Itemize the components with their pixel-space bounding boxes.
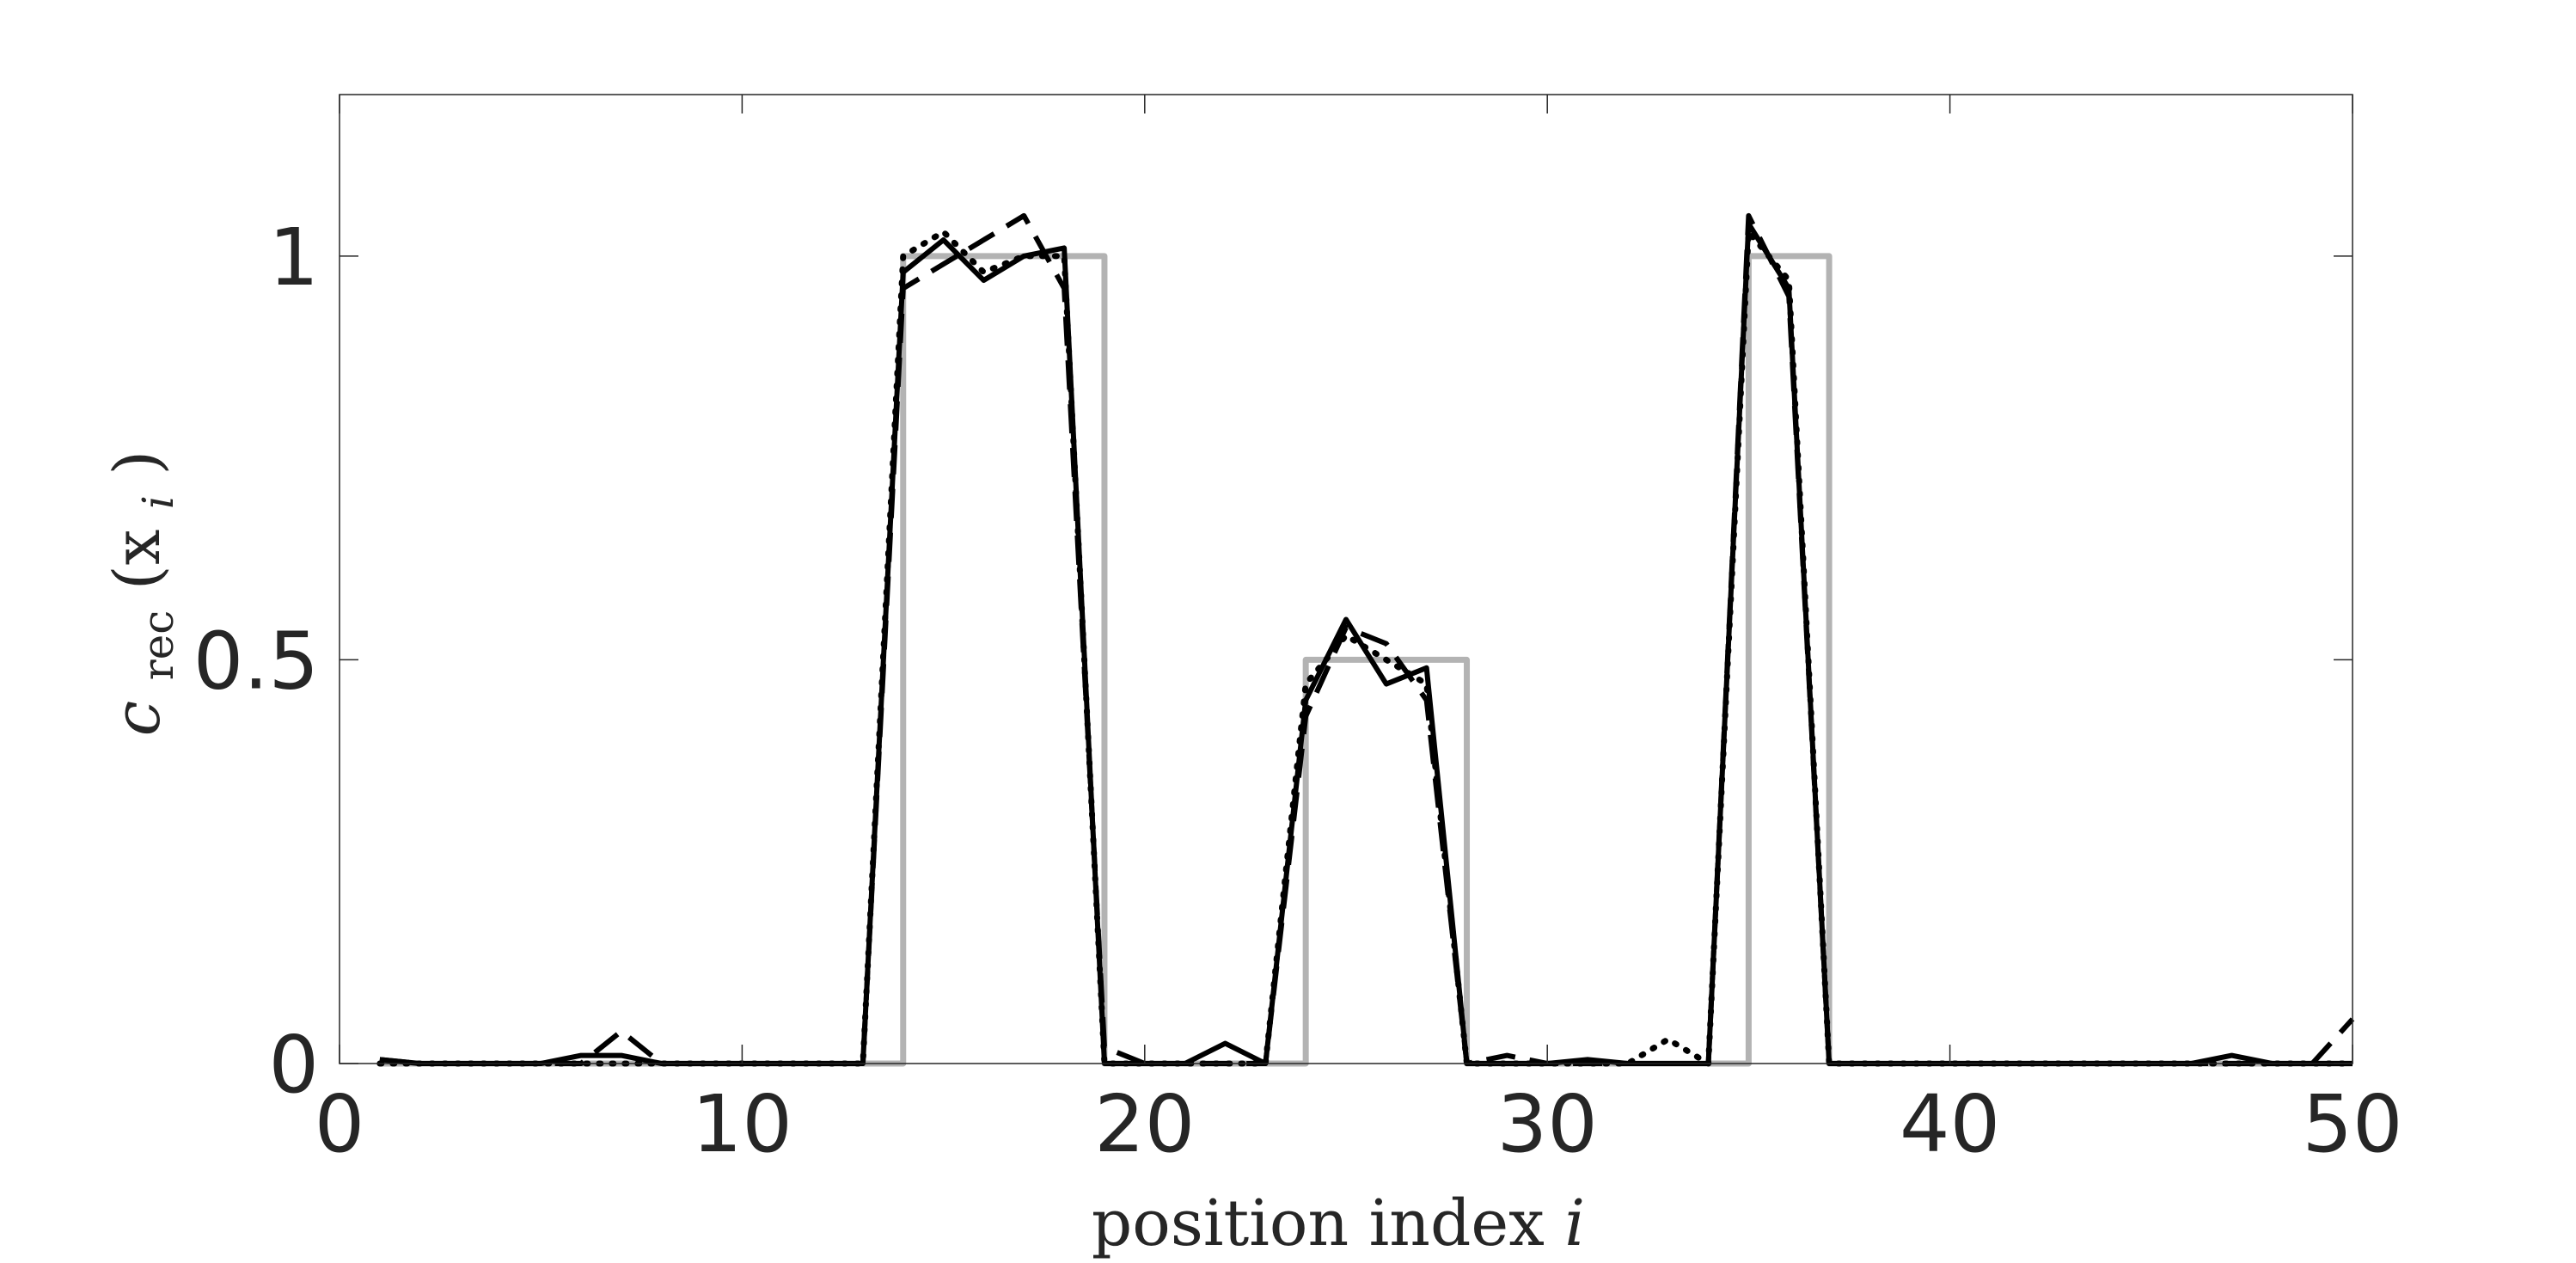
- x-axis-title-variable: i: [1564, 1186, 1585, 1260]
- plot-area-frame: [339, 94, 2353, 1064]
- x-axis-title-text: position index: [1092, 1186, 1545, 1260]
- tick-label-layer: 0 10 20 30 40 50 0 0.5 1: [193, 212, 2403, 1170]
- x-tick-label: 50: [2302, 1078, 2402, 1170]
- y-tick-label: 0.5: [193, 615, 319, 707]
- x-tick-label: 20: [1094, 1078, 1195, 1170]
- x-tick-label: 40: [1900, 1078, 2000, 1170]
- y-tick-label: 1: [268, 212, 319, 303]
- y-tick-label: 0: [268, 1019, 319, 1111]
- tick-layer: [339, 95, 2353, 1064]
- x-axis-title: position index i: [1092, 1186, 1585, 1260]
- y-axis-title-close: ): [101, 451, 174, 475]
- x-tick-label: 30: [1497, 1078, 1598, 1170]
- y-axis-title: c rec (x i ): [101, 451, 188, 737]
- y-axis-title-argument: (x: [101, 530, 174, 591]
- x-tick-label: 10: [692, 1078, 792, 1170]
- y-axis-title-argument-subscript: i: [133, 495, 183, 509]
- y-axis-title-symbol: c: [101, 701, 174, 736]
- x-tick-label: 0: [315, 1078, 365, 1170]
- y-axis-title-subscript: rec: [133, 610, 183, 681]
